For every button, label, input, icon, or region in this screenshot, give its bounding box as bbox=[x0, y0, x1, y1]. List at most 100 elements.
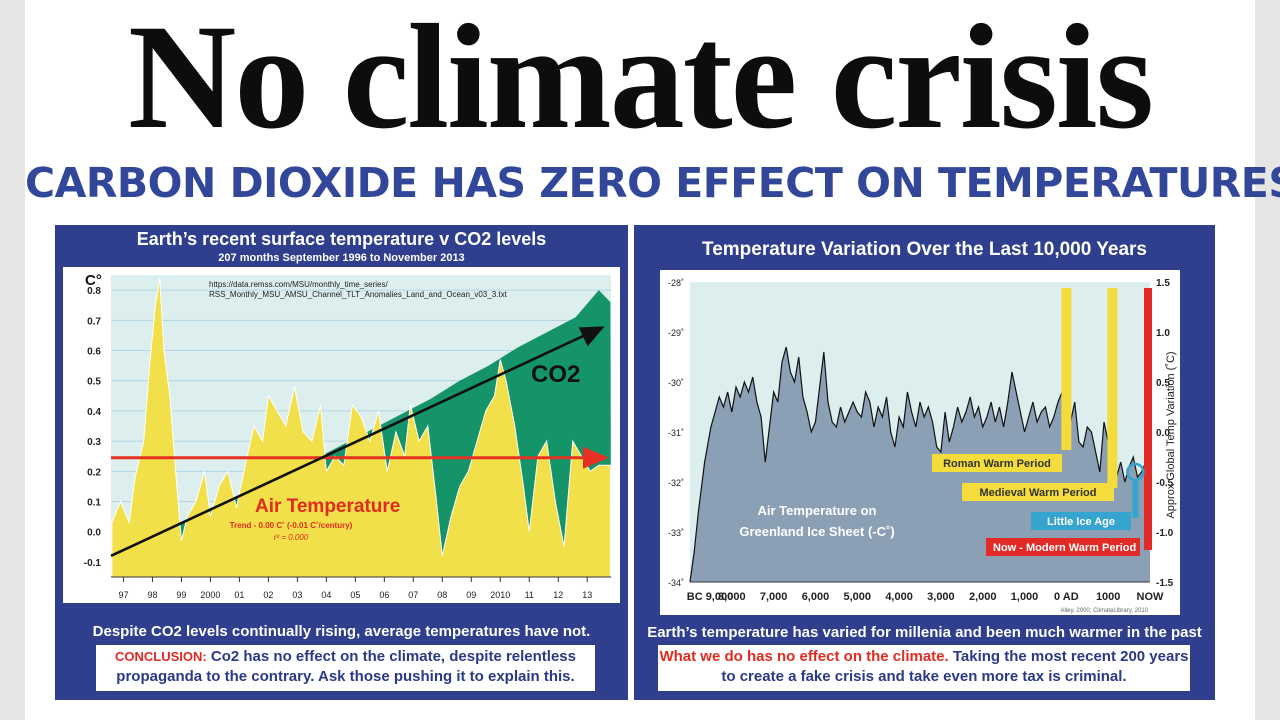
medieval-period-label: Medieval Warm Period bbox=[980, 487, 1097, 499]
x-tick-label: 0 AD bbox=[1054, 591, 1079, 603]
right-y-axis-label: Approx Global Temp Variation (˚C) bbox=[1165, 351, 1177, 518]
x-tick-label: 12 bbox=[553, 590, 563, 600]
y-tick-label: 0.8 bbox=[87, 286, 101, 297]
x-tick-label: 8,000 bbox=[718, 591, 746, 603]
x-tick-label: 03 bbox=[292, 590, 302, 600]
modern-period-bar bbox=[1144, 288, 1152, 550]
co2-arrow-line bbox=[110, 334, 586, 558]
roman-period-label: Roman Warm Period bbox=[943, 458, 1051, 470]
air-temp-label-line2: Greenland Ice Sheet (-C˚) bbox=[739, 524, 894, 539]
right-y-tick-label: -1.5 bbox=[1156, 578, 1174, 589]
x-tick-label: 3,000 bbox=[927, 591, 955, 603]
x-tick-label: 07 bbox=[408, 590, 418, 600]
co2-label: CO2 bbox=[531, 361, 580, 388]
right-chart-title: Temperature Variation Over the Last 10,0… bbox=[702, 239, 1147, 260]
left-chart-svg: -0.1 0.0 0.1 0.2 0.3 0.4 0.5 0.6 0.7 0.8C° 97 98 99 2… bbox=[84, 272, 611, 600]
now-rest: - Modern Warm Period bbox=[1016, 542, 1136, 554]
right-chart-svg: -28˚ -29˚ -30˚ -31˚ -32˚ -33˚ -34˚ 1.5 1.0 0.5 0.0… bbox=[668, 278, 1177, 614]
x-tick-label: NOW bbox=[1137, 591, 1165, 603]
x-tick-label: 6,000 bbox=[802, 591, 830, 603]
medieval-period-label-bg bbox=[962, 483, 1114, 501]
y-tick-label: 0.4 bbox=[87, 407, 101, 418]
x-tick-label: 1000 bbox=[1096, 591, 1120, 603]
y-tick-label: 0.0 bbox=[87, 528, 101, 539]
modern-period-label: Now - Modern Warm Period bbox=[993, 542, 1136, 554]
roman-period-bar bbox=[1061, 288, 1072, 450]
y-tick-label: 0.3 bbox=[87, 437, 101, 448]
right-y-tick-label: 0.0 bbox=[1156, 428, 1170, 439]
x-tick-label: 97 bbox=[118, 590, 128, 600]
y-tick-label: 0.1 bbox=[87, 498, 101, 509]
right-y-tick-label: 1.5 bbox=[1156, 278, 1170, 289]
left-chart-title: Earth’s recent surface temperature v CO2… bbox=[136, 229, 547, 249]
x-tick-label: BC 9,000 bbox=[687, 591, 733, 603]
source-url-line1: https://data.remss.com/MSU/monthly_time_… bbox=[209, 280, 389, 289]
air-temperature-area bbox=[111, 277, 611, 578]
right-y-tick-label: -1.0 bbox=[1156, 528, 1174, 539]
y-tick-label: 0.5 bbox=[87, 377, 101, 388]
right-caption: Earth’s temperature has varied for mille… bbox=[647, 624, 1202, 641]
x-tick-label: 4,000 bbox=[885, 591, 913, 603]
y-tick-label: -0.1 bbox=[84, 558, 102, 569]
source-url-line2: RSS_Monthly_MSU_AMSU_Channel_TLT_Anomali… bbox=[209, 290, 508, 299]
y-tick-label: 0.7 bbox=[87, 316, 101, 327]
now-strong: Now bbox=[993, 542, 1017, 554]
co2-arrow-head bbox=[578, 326, 605, 347]
x-tick-label: 98 bbox=[147, 590, 157, 600]
little-ice-age-bar bbox=[1132, 480, 1139, 518]
left-margin-bar bbox=[0, 0, 25, 720]
x-tick-label: 02 bbox=[263, 590, 273, 600]
right-plot-frame: -28˚ -29˚ -30˚ -31˚ -32˚ -33˚ -34˚ 1.5 1.0 0.5 0.0… bbox=[660, 270, 1180, 615]
left-y-tick-label: -28˚ bbox=[668, 278, 684, 288]
x-tick-label: 11 bbox=[525, 590, 534, 600]
x-tick-label: 1,000 bbox=[1011, 591, 1039, 603]
left-y-tick-label: -34˚ bbox=[668, 578, 684, 588]
x-tick-label: 09 bbox=[466, 590, 476, 600]
trend-arrow-head bbox=[583, 446, 609, 469]
x-tick-label: 2,000 bbox=[969, 591, 997, 603]
medieval-period-bar bbox=[1107, 288, 1118, 488]
right-conclusion-rest: Taking the most recent 200 years to crea… bbox=[721, 648, 1189, 685]
headline: No climate crisis bbox=[128, 0, 1154, 160]
conclusion-text: Co2 has no effect on the climate, despit… bbox=[116, 648, 576, 685]
left-chart-panel: Earth’s recent surface temperature v CO2… bbox=[55, 225, 628, 700]
x-tick-label: 5,000 bbox=[844, 591, 872, 603]
left-y-tick-label: -31˚ bbox=[668, 428, 684, 438]
left-conclusion-box: CONCLUSION: Co2 has no effect on the cli… bbox=[96, 645, 595, 691]
right-y-tick-label: 1.0 bbox=[1156, 328, 1170, 339]
left-y-tick-label: -29˚ bbox=[668, 328, 684, 338]
conclusion-label: CONCLUSION: bbox=[115, 649, 207, 664]
x-tick-label: 7,000 bbox=[760, 591, 788, 603]
x-tick-label: 2000 bbox=[200, 590, 220, 600]
x-tick-label: 04 bbox=[321, 590, 331, 600]
right-y-tick-label: -0.5 bbox=[1156, 478, 1174, 489]
x-tick-label: 99 bbox=[176, 590, 186, 600]
air-temperature-label: Air Temperature bbox=[255, 496, 400, 517]
y-tick-label: 0.2 bbox=[87, 467, 101, 478]
subheadline: CARBON DIOXIDE HAS ZERO EFFECT ON TEMPER… bbox=[25, 159, 1280, 207]
x-tick-label: 2010 bbox=[490, 590, 510, 600]
x-tick-label: 01 bbox=[234, 590, 244, 600]
right-y-tick-label: 0.5 bbox=[1156, 378, 1170, 389]
modern-period-label-bg bbox=[986, 538, 1140, 556]
credit-text: Alley, 2000; ClimateLibrary, 2010 bbox=[1061, 608, 1149, 614]
x-tick-label: 08 bbox=[437, 590, 447, 600]
y-axis-label: C° bbox=[85, 272, 102, 289]
r-squared-text: r² = 0.000 bbox=[274, 533, 309, 542]
x-tick-label: 13 bbox=[582, 590, 592, 600]
x-tick-label: 06 bbox=[379, 590, 389, 600]
little-ice-age-label: Little Ice Age bbox=[1047, 516, 1115, 528]
y-tick-label: 0.6 bbox=[87, 347, 101, 358]
right-margin-bar bbox=[1255, 0, 1280, 720]
trend-text: Trend - 0.00 C˚ (-0.01 C˚/century) bbox=[230, 521, 353, 530]
right-chart-panel: Temperature Variation Over the Last 10,0… bbox=[634, 225, 1215, 700]
air-temp-label-line1: Air Temperature on bbox=[758, 503, 877, 518]
left-y-tick-label: -32˚ bbox=[668, 478, 684, 488]
greenland-line bbox=[689, 346, 1150, 583]
left-chart-subtitle: 207 months September 1996 to November 20… bbox=[218, 252, 465, 264]
left-y-tick-label: -30˚ bbox=[668, 378, 684, 388]
x-tick-label: 05 bbox=[350, 590, 360, 600]
roman-period-label-bg bbox=[932, 454, 1062, 472]
right-conclusion-box: What we do has no effect on the climate.… bbox=[658, 645, 1190, 691]
left-caption: Despite CO2 levels continually rising, a… bbox=[92, 623, 591, 640]
